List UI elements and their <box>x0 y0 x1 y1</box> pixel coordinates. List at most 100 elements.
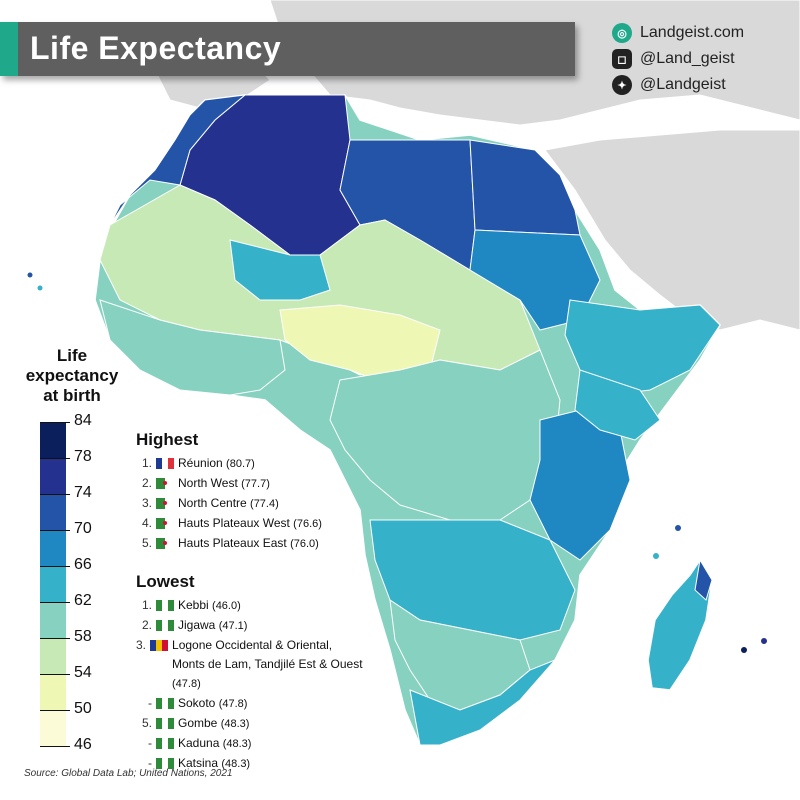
highest-section: Highest 1. Réunion (80.7) 2. North West (77… <box>136 430 322 554</box>
region-kenya <box>574 369 661 441</box>
scale-tick-label: 70 <box>74 520 92 537</box>
flag-icon <box>156 498 174 509</box>
scale-tick <box>40 602 70 603</box>
scale-segment <box>40 710 66 746</box>
rank-number: 3. <box>141 496 152 510</box>
region-value: (48.3) <box>221 758 251 770</box>
region-value: (77.7) <box>241 478 270 490</box>
scale-tick-label: 50 <box>74 700 92 717</box>
instagram-icon: ◻ <box>612 49 632 69</box>
scale-tick-label: 84 <box>74 412 92 429</box>
title-accent <box>0 22 18 76</box>
region-name: Hauts Plateaux West (76.6) <box>178 516 322 530</box>
title-bar: Life Expectancy <box>0 22 575 76</box>
highest-list: 1. Réunion (80.7) 2. North West (77.7) 3. Nor… <box>136 454 322 554</box>
brand-website-row[interactable]: ◎ Landgeist.com <box>612 20 797 46</box>
rank-number: - <box>148 736 152 750</box>
legend-title: Life expectancy at birth <box>22 346 122 406</box>
canary-islands <box>27 272 33 278</box>
rank-number: 5. <box>141 716 152 730</box>
lowest-list: 1. Kebbi (46.0) 2. Jigawa (47.1) 3. Logone Oc… <box>136 596 366 774</box>
region-morocco <box>109 94 247 226</box>
globe-icon: ◎ <box>612 23 632 43</box>
scale-segment <box>40 494 66 530</box>
legend-title-line1: Life <box>56 346 88 365</box>
region-value: (77.4) <box>250 498 279 510</box>
legend-title-line3: at birth <box>43 386 101 405</box>
highest-row: 3. North Centre (77.4) <box>136 494 322 514</box>
region-name: North Centre (77.4) <box>178 496 279 510</box>
lowest-row: - Katsina (48.3) <box>136 754 366 774</box>
scale-tick-label: 66 <box>74 556 92 573</box>
scale-tick-label: 46 <box>74 736 92 753</box>
highest-heading: Highest <box>136 430 199 449</box>
brand-instagram[interactable]: @Land_geist <box>640 50 735 67</box>
scale-tick-label: 74 <box>74 484 92 501</box>
flag-icon <box>156 518 174 529</box>
rank-number: - <box>148 756 152 770</box>
region-name: Hauts Plateaux East (76.0) <box>178 536 319 550</box>
region-value: (47.8) <box>218 698 248 710</box>
region-name: Gombe (48.3) <box>178 716 250 730</box>
flag-icon <box>156 738 174 749</box>
brand-twitter-row[interactable]: ✦ @Landgeist <box>612 72 797 98</box>
lowest-heading: Lowest <box>136 572 195 591</box>
region-name: Réunion (80.7) <box>178 456 255 470</box>
region-name: Jigawa (47.1) <box>178 618 248 632</box>
scale-tick <box>40 422 70 423</box>
lowest-row: 1. Kebbi (46.0) <box>136 596 366 616</box>
legend-title-line2: expectancy <box>25 366 119 385</box>
mauritius-island <box>761 638 767 644</box>
lowest-row: 3. Logone Occidental & Oriental, Monts de… <box>136 636 366 694</box>
scale-tick <box>40 710 70 711</box>
region-value: (47.8) <box>172 678 201 690</box>
flag-icon <box>156 538 174 549</box>
brand-website[interactable]: Landgeist.com <box>640 24 745 41</box>
region-value: (76.6) <box>293 518 322 530</box>
flag-icon <box>156 718 174 729</box>
seychelles-island <box>675 525 681 531</box>
lowest-row: - Kaduna (48.3) <box>136 734 366 754</box>
region-sudan <box>469 229 601 331</box>
scale-tick-label: 78 <box>74 448 92 465</box>
rank-number: 5. <box>141 536 152 550</box>
brand-instagram-row[interactable]: ◻ @Land_geist <box>612 46 797 72</box>
flag-icon <box>156 698 174 709</box>
flag-icon <box>156 620 174 631</box>
scale-tick-label: 58 <box>74 628 92 645</box>
rank-number: 1. <box>141 598 152 612</box>
lowest-row: 2. Jigawa (47.1) <box>136 616 366 636</box>
rank-number: 1. <box>141 456 152 470</box>
scale-segment <box>40 566 66 602</box>
region-name: Katsina (48.3) <box>178 756 251 770</box>
brand-twitter[interactable]: @Landgeist <box>640 76 726 93</box>
scale-segment <box>40 530 66 566</box>
region-value: (47.1) <box>218 620 248 632</box>
scale-tick <box>40 530 70 531</box>
twitter-icon: ✦ <box>612 75 632 95</box>
brand-block: ◎ Landgeist.com ◻ @Land_geist ✦ @Landgei… <box>612 20 797 98</box>
scale-segment <box>40 458 66 494</box>
region-name: Sokoto (47.8) <box>178 696 248 710</box>
highest-row: 5. Hauts Plateaux East (76.0) <box>136 534 322 554</box>
highest-row: 1. Réunion (80.7) <box>136 454 322 474</box>
madagascar <box>647 558 713 691</box>
map-title: Life Expectancy <box>30 30 282 66</box>
rank-number: 3. <box>136 638 147 652</box>
lowest-row: - Sokoto (47.8) <box>136 694 366 714</box>
rank-number: - <box>148 696 152 710</box>
scale-tick <box>40 638 70 639</box>
scale-tick <box>40 566 70 567</box>
scale-tick <box>40 746 70 747</box>
region-mali-niger <box>229 239 331 301</box>
region-west-coast <box>99 299 286 396</box>
scale-segment <box>40 602 66 638</box>
scale-segment <box>40 638 66 674</box>
scale-segment <box>40 674 66 710</box>
region-name: Kebbi (46.0) <box>178 598 241 612</box>
scale-tick <box>40 674 70 675</box>
flag-icon <box>150 640 169 651</box>
flag-icon <box>156 600 174 611</box>
scale-tick <box>40 458 70 459</box>
